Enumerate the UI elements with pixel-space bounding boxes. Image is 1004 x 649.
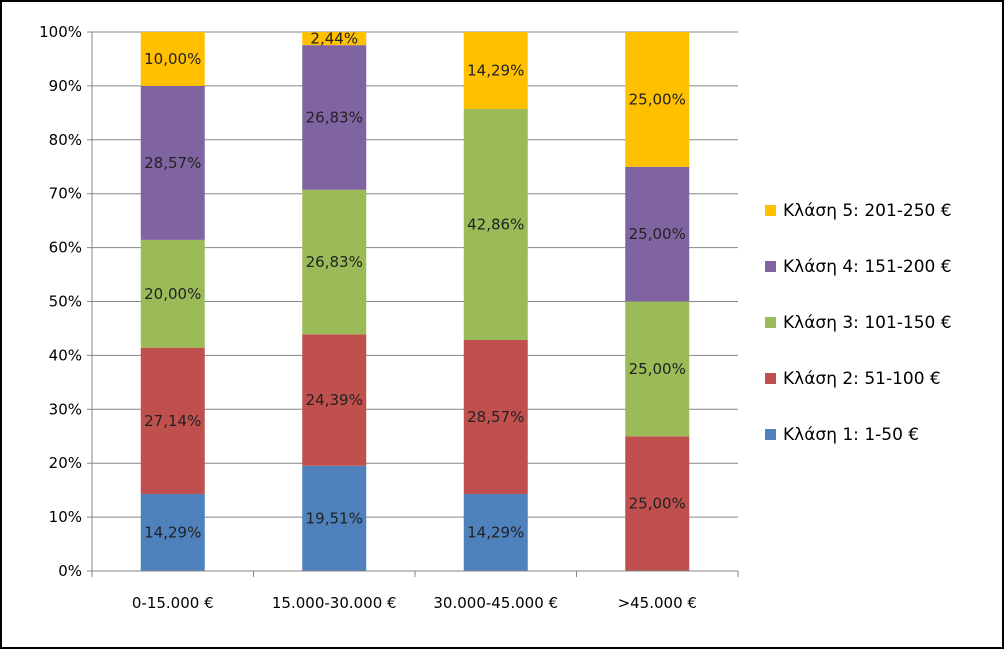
bar-segment (302, 334, 367, 466)
bar-segment (625, 301, 690, 437)
bar-segment (463, 339, 528, 494)
data-label: 10,00% (144, 50, 201, 68)
legend-swatch (765, 429, 776, 440)
bar-segment (463, 31, 528, 109)
x-tick-label: 0-15.000 € (132, 594, 214, 612)
bar-segment (625, 436, 690, 571)
bar-segment (302, 32, 367, 46)
data-label: 25,00% (629, 225, 686, 243)
legend-swatch (765, 317, 776, 328)
data-label: 42,86% (467, 215, 524, 233)
bar-segment (140, 32, 205, 86)
y-tick-label: 40% (49, 346, 82, 364)
y-tick-label: 0% (58, 562, 82, 580)
y-tick-label: 30% (49, 400, 82, 418)
legend-item: Κλάση 5: 201-250 € (783, 201, 952, 221)
legend-item: Κλάση 3: 101-150 € (783, 313, 952, 333)
data-label: 2,44% (310, 30, 358, 48)
data-label: 28,57% (144, 154, 201, 172)
data-label: 24,39% (306, 391, 363, 409)
data-label: 26,83% (306, 108, 363, 126)
data-label: 25,00% (629, 360, 686, 378)
data-label: 28,57% (467, 408, 524, 426)
legend-item: Κλάση 1: 1-50 € (783, 425, 919, 445)
bar-segment (463, 493, 528, 571)
bar-segment (463, 108, 528, 340)
y-tick-label: 20% (49, 454, 82, 472)
legend-swatch (765, 261, 776, 272)
y-tick-label: 60% (49, 239, 82, 257)
data-label: 14,29% (467, 61, 524, 79)
data-label: 20,00% (144, 285, 201, 303)
data-label: 27,14% (144, 412, 201, 430)
y-tick-label: 80% (49, 131, 82, 149)
data-label: 26,83% (306, 253, 363, 271)
bar-segment (625, 32, 690, 167)
bar-segment (140, 85, 205, 240)
bar-segment (302, 45, 367, 190)
bar-segment (140, 493, 205, 571)
y-tick-label: 10% (49, 508, 82, 526)
y-tick-label: 70% (49, 185, 82, 203)
legend-item: Κλάση 4: 151-200 € (783, 257, 952, 277)
data-label: 25,00% (629, 495, 686, 513)
bar-segment (302, 189, 367, 335)
y-tick-label: 50% (49, 293, 82, 311)
y-tick-label: 100% (39, 23, 82, 41)
legend-swatch (765, 373, 776, 384)
data-label: 25,00% (629, 90, 686, 108)
x-tick-label: 15.000-30.000 € (272, 594, 397, 612)
bar-segment (140, 239, 205, 348)
bar-segment (625, 166, 690, 302)
legend-swatch (765, 205, 776, 216)
x-tick-label: 30.000-45.000 € (433, 594, 558, 612)
data-label: 14,29% (467, 523, 524, 541)
y-tick-label: 90% (49, 77, 82, 95)
data-label: 19,51% (306, 509, 363, 527)
bar-segment (140, 347, 205, 494)
data-label: 14,29% (144, 523, 201, 541)
x-tick-label: >45.000 € (618, 594, 697, 612)
bar-segment (302, 465, 367, 571)
legend-item: Κλάση 2: 51-100 € (783, 369, 941, 389)
